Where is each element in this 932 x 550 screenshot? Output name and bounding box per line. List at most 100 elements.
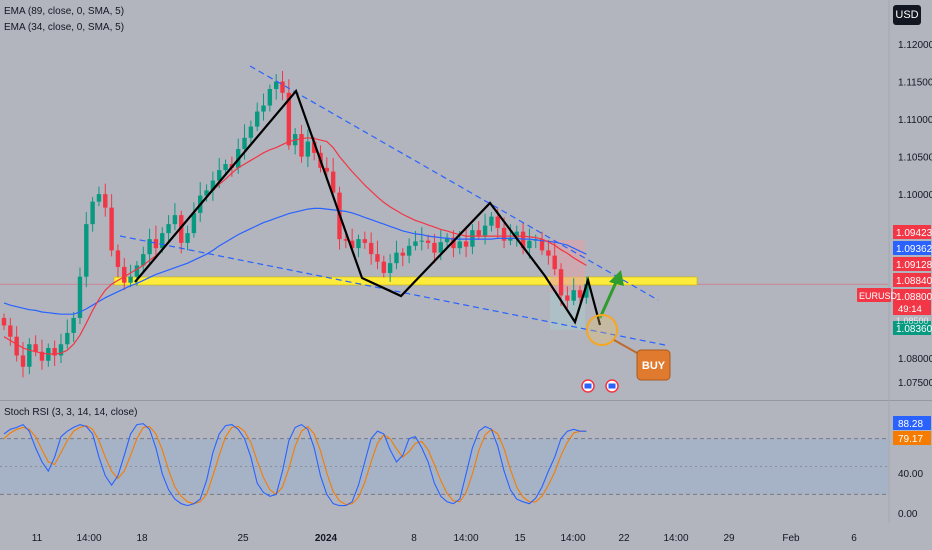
candle-body (432, 242, 437, 253)
price-label-bg (893, 225, 931, 239)
candle-body (204, 190, 209, 196)
time-tick: 6 (851, 533, 857, 544)
candle-body (438, 242, 443, 253)
candle-body (160, 233, 165, 249)
candle-body (77, 276, 83, 318)
candle-body (413, 241, 418, 246)
main-pane (0, 0, 888, 399)
candle-body (109, 207, 114, 251)
price-tick: 1.07500 (898, 378, 932, 389)
time-tick: 18 (136, 533, 148, 544)
time-tick: 2024 (315, 533, 338, 544)
candle-body (147, 239, 152, 255)
stoch-k-line (3, 423, 587, 507)
candle-body (489, 216, 494, 226)
candle-body (375, 254, 380, 262)
price-label: 1.09362 (896, 244, 932, 255)
price-label-bg (893, 321, 931, 335)
ema34-legend[interactable]: EMA (34, close, 0, SMA, 5) (4, 22, 124, 33)
candle-body (242, 137, 247, 150)
stoch-legend[interactable]: Stoch RSI (3, 3, 14, 14, close) (4, 407, 137, 418)
candle-body (495, 216, 500, 228)
price-label: 1.08840 (896, 276, 932, 287)
price-tick: 1.11500 (898, 78, 932, 89)
time-tick: 29 (723, 533, 735, 544)
time-tick: 14:00 (663, 533, 688, 544)
time-tick: 15 (514, 533, 526, 544)
candle-body (330, 171, 336, 193)
buy-callout[interactable] (636, 349, 671, 381)
candle-body (368, 242, 374, 255)
stoch-tick: 40.00 (898, 469, 923, 480)
candle-body (172, 215, 178, 225)
candle-body (210, 180, 216, 191)
candle-body (134, 265, 140, 277)
candle-body (546, 250, 551, 256)
candle-body (71, 317, 76, 333)
candle-body (463, 241, 469, 247)
candle-body (558, 269, 564, 296)
candle-body (27, 344, 32, 367)
candle-body (425, 240, 431, 243)
candle-body (482, 225, 488, 236)
candle-body (248, 126, 254, 138)
time-tick: 25 (237, 533, 249, 544)
candle-body (476, 230, 481, 236)
candle-body (33, 344, 38, 352)
candle-body (387, 263, 393, 273)
candle-body (8, 325, 13, 337)
candle-body (223, 164, 228, 171)
time-tick: 14:00 (453, 533, 478, 544)
candle-body (299, 134, 304, 157)
candle-body (451, 237, 456, 249)
candle-body (166, 224, 171, 234)
symbol-tag-bg (857, 288, 891, 302)
candle-body (324, 167, 330, 172)
candle-body (179, 215, 184, 243)
buy-label: BUY (642, 360, 666, 372)
time-tick: 8 (411, 533, 417, 544)
countdown-bg (893, 303, 931, 315)
candle-body (539, 239, 545, 251)
candle-body (552, 255, 557, 270)
candle-body (406, 245, 412, 256)
time-tick: 14:00 (560, 533, 585, 544)
candle-body (217, 170, 222, 181)
time-tick: 11 (32, 533, 43, 544)
candle-body (501, 227, 507, 241)
stoch-k-value: 88.28 (898, 419, 923, 430)
symbol-tag: EURUSD (859, 291, 898, 301)
candle-body (280, 81, 285, 93)
candle-body (444, 237, 450, 243)
candle-body (153, 239, 159, 249)
candle-body (362, 239, 368, 243)
partial-price-label: 1.08500 (896, 316, 929, 326)
candle-body (141, 254, 146, 266)
candle-body (84, 224, 89, 277)
time-axis-bg (0, 523, 932, 550)
candle-body (267, 89, 273, 106)
price-tick: 1.10500 (898, 153, 932, 164)
stoch-k-bg (893, 416, 931, 430)
currency-button[interactable]: USD (893, 5, 921, 25)
candle-body (96, 194, 102, 202)
price-label-bg (893, 257, 931, 271)
time-tick: 14:00 (76, 533, 101, 544)
candle-body (261, 105, 266, 112)
projection-arrow-line (598, 279, 619, 319)
candle-body (508, 237, 513, 241)
candle-body (1, 317, 7, 326)
candle-body (122, 266, 127, 283)
candle-body (90, 201, 95, 225)
candle-body (514, 231, 519, 238)
candle-body (305, 141, 311, 157)
candle-body (14, 336, 19, 356)
candle-body (577, 290, 583, 298)
ema89-legend[interactable]: EMA (89, close, 0, SMA, 5) (4, 6, 124, 17)
candle-body (381, 261, 386, 273)
price-label-bg (893, 289, 931, 303)
ema34-line (3, 137, 587, 355)
stoch-d-value: 79.17 (898, 434, 923, 445)
candle-body (311, 141, 317, 153)
